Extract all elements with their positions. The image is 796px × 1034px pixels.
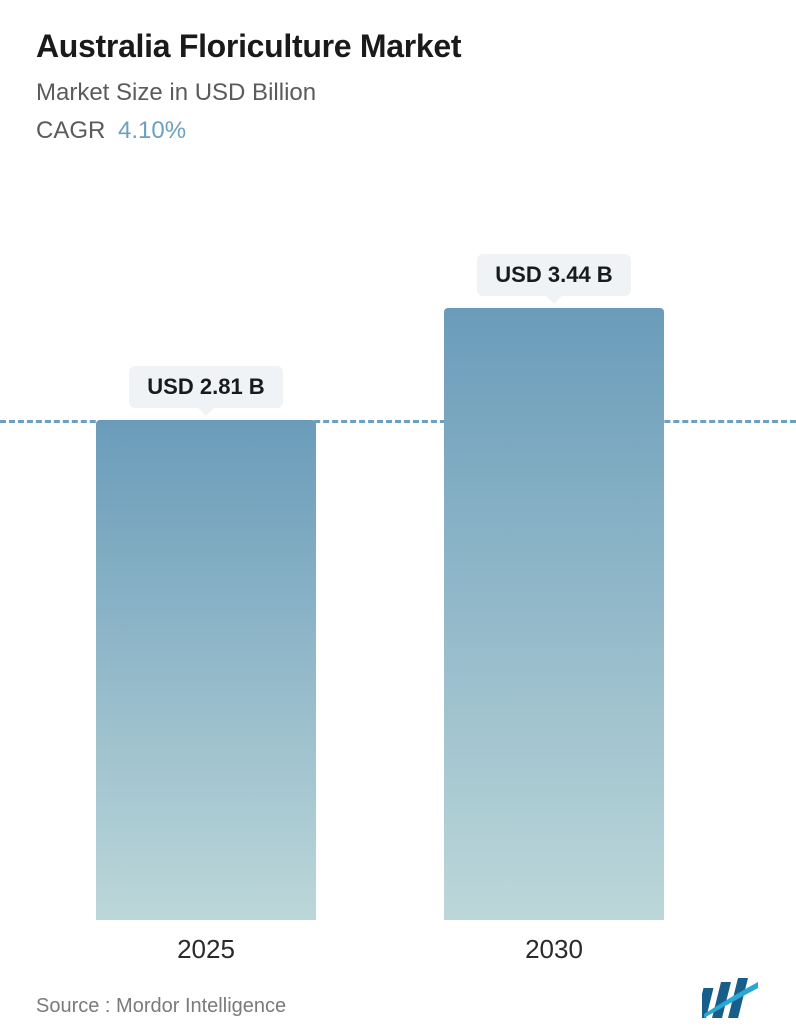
chart-title: Australia Floriculture Market [36, 28, 760, 65]
cagr-line: CAGR 4.10% [36, 117, 760, 145]
year-label: 2025 [96, 934, 316, 965]
bar [96, 420, 316, 920]
bar-group: USD 2.81 B [96, 366, 316, 920]
chart-footer: Source : Mordor Intelligence [0, 978, 796, 1018]
mordor-logo-icon [702, 978, 760, 1018]
value-pill: USD 3.44 B [477, 254, 630, 296]
cagr-label: CAGR [36, 117, 105, 144]
value-pill: USD 2.81 B [129, 366, 282, 408]
chart-area: USD 2.81 B2025USD 3.44 B2030 [0, 220, 796, 920]
bar-group: USD 3.44 B [444, 254, 664, 920]
chart-header: Australia Floriculture Market Market Siz… [0, 0, 796, 145]
chart-subtitle: Market Size in USD Billion [36, 79, 760, 107]
cagr-value: 4.10% [118, 117, 186, 144]
bar [444, 308, 664, 920]
source-text: Source : Mordor Intelligence [36, 995, 286, 1018]
year-label: 2030 [444, 934, 664, 965]
